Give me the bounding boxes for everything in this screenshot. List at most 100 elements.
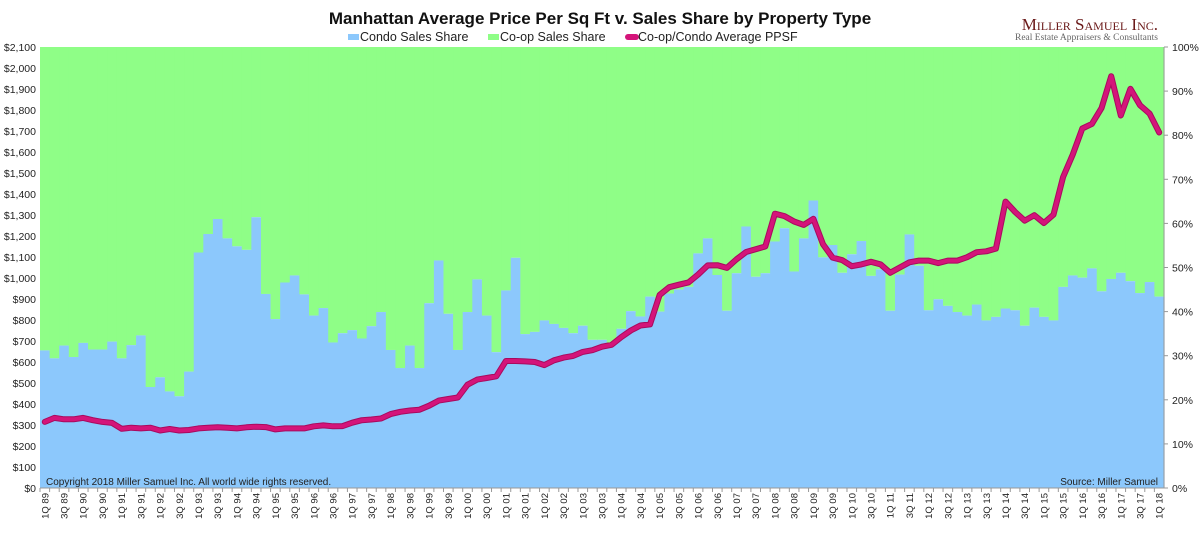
left-tick-label: $2,100 <box>4 42 36 54</box>
bar-condo-share <box>366 326 377 488</box>
bar-condo-share <box>376 312 387 488</box>
source-note: Source: Miller Samuel <box>1060 477 1158 488</box>
logo-tagline: Real Estate Appraisers & Consultants <box>1015 33 1158 43</box>
x-tick-label: 3Q 92 <box>175 493 186 519</box>
bar-condo-share <box>1039 316 1050 488</box>
bar-condo-share <box>770 241 781 488</box>
bar-coop-share <box>385 47 397 350</box>
x-tick-label: 1Q 99 <box>425 493 436 519</box>
bar-coop-share <box>962 47 973 316</box>
bar-condo-share <box>68 357 80 488</box>
x-tick-label: 3Q 00 <box>482 493 493 519</box>
left-tick-label: $1,900 <box>4 84 36 96</box>
bar-condo-share <box>529 331 541 488</box>
bar-coop-share <box>107 47 118 342</box>
bar-condo-share <box>116 358 128 488</box>
x-tick-label: 1Q 97 <box>348 493 359 519</box>
bar-coop-share <box>241 47 252 250</box>
bar-coop-share <box>798 47 810 239</box>
x-tick-label: 1Q 07 <box>732 493 743 519</box>
x-tick-label: 3Q 08 <box>790 493 801 519</box>
bar-coop-share <box>645 47 656 297</box>
x-tick-label: 3Q 16 <box>1097 493 1108 519</box>
x-tick-label: 1Q 13 <box>963 493 974 519</box>
legend-label-ppsf: Co-op/Condo Average PPSF <box>638 30 798 44</box>
bar-condo-share <box>846 254 858 488</box>
x-tick-label: 3Q 89 <box>60 493 71 519</box>
bar-condo-share <box>558 327 569 488</box>
bar-coop-share <box>116 47 128 359</box>
right-tick-label: 100% <box>1172 42 1199 54</box>
bar-condo-share <box>232 246 243 488</box>
bar-coop-share <box>587 47 598 340</box>
bar-condo-share <box>645 296 656 488</box>
bar-coop-share <box>453 47 464 350</box>
bar-coop-share <box>491 47 502 353</box>
bar-coop-share <box>693 47 704 254</box>
bar-condo-share <box>597 339 608 488</box>
left-tick-label: $300 <box>13 420 37 432</box>
bar-condo-share <box>991 316 1002 488</box>
axes: $0 $100 $200 $300 $400 $500 $600 $700 $800 $900 $1… <box>4 42 1199 519</box>
bar-condo-share <box>606 343 618 488</box>
bar-coop-share <box>145 47 156 388</box>
bar-coop-share <box>433 47 445 261</box>
bar-condo-share <box>222 238 233 488</box>
bar-coop-share <box>789 47 800 272</box>
bar-condo-share <box>722 310 733 488</box>
right-tick-label: 60% <box>1172 218 1193 230</box>
x-tick-label: 3Q 11 <box>905 493 916 518</box>
left-tick-label: $900 <box>13 294 37 306</box>
bar-coop-share <box>846 47 858 255</box>
bar-condo-share <box>635 316 646 488</box>
x-tick-label: 1Q 18 <box>1155 493 1166 519</box>
bar-condo-share <box>136 335 147 488</box>
bar-condo-share <box>1029 307 1040 488</box>
bar-condo-share <box>827 245 838 488</box>
x-tick-label: 1Q 93 <box>194 493 205 519</box>
left-tick-label: $800 <box>13 315 37 327</box>
bar-coop-share <box>895 47 906 275</box>
bar-coop-share <box>1039 47 1050 317</box>
bar-coop-share <box>289 47 300 276</box>
bar-condo-share <box>1048 320 1059 488</box>
bar-coop-share <box>78 47 89 343</box>
bar-coop-share <box>481 47 493 316</box>
bar-coop-share <box>1096 47 1107 292</box>
bar-condo-share <box>1115 272 1127 488</box>
bar-coop-share <box>318 47 329 309</box>
bar-condo-share <box>693 253 704 488</box>
bar-condo-share <box>1058 286 1069 488</box>
bar-coop-share <box>606 47 618 344</box>
bar-condo-share <box>251 217 262 488</box>
bar-coop-share <box>1135 47 1146 294</box>
bar-coop-share <box>1058 47 1069 287</box>
bar-coop-share <box>750 47 762 277</box>
bar-coop-share <box>443 47 454 314</box>
x-tick-label: 1Q 01 <box>501 493 512 519</box>
bars <box>40 47 1165 489</box>
bar-condo-share <box>203 233 214 488</box>
left-tick-label: $200 <box>13 441 37 453</box>
bar-condo-share <box>1067 275 1079 488</box>
bar-condo-share <box>1096 291 1107 488</box>
bar-condo-share <box>260 293 272 488</box>
bar-condo-share <box>1135 293 1146 488</box>
bar-coop-share <box>616 47 627 329</box>
bar-condo-share <box>798 238 810 488</box>
bar-coop-share <box>654 47 666 312</box>
left-tick-label: $1,200 <box>4 231 36 243</box>
x-tick-label: 3Q 13 <box>982 493 993 519</box>
x-tick-label: 1Q 14 <box>1001 493 1012 519</box>
x-tick-label: 3Q 97 <box>367 493 378 519</box>
bar-condo-share <box>241 249 252 488</box>
bar-condo-share <box>1154 296 1165 488</box>
bar-coop-share <box>1154 47 1165 297</box>
x-tick-label: 3Q 09 <box>828 493 839 519</box>
x-tick-label: 3Q 02 <box>559 493 570 519</box>
left-tick-label: $1,600 <box>4 147 36 159</box>
bar-coop-share <box>414 47 425 369</box>
bar-coop-share <box>923 47 935 311</box>
left-tick-label: $2,000 <box>4 63 36 75</box>
